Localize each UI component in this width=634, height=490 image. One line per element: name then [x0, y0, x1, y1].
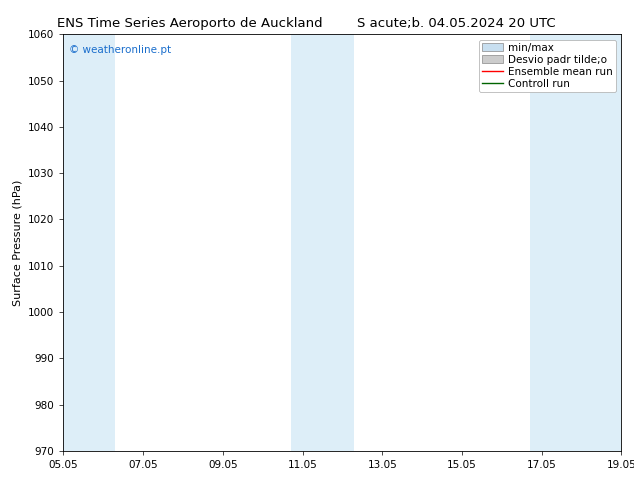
Bar [562, 34, 623, 451]
Bar [61, 34, 86, 451]
Bar [529, 34, 562, 451]
Legend: min/max, Desvio padr tilde;o, Ensemble mean run, Controll run: min/max, Desvio padr tilde;o, Ensemble m… [479, 40, 616, 92]
Y-axis label: Surface Pressure (hPa): Surface Pressure (hPa) [13, 179, 23, 306]
Bar [86, 34, 115, 451]
Bar [323, 34, 354, 451]
Bar [290, 34, 323, 451]
Text: © weatheronline.pt: © weatheronline.pt [69, 45, 171, 55]
Text: S acute;b. 04.05.2024 20 UTC: S acute;b. 04.05.2024 20 UTC [357, 17, 556, 30]
Text: ENS Time Series Aeroporto de Auckland: ENS Time Series Aeroporto de Auckland [58, 17, 323, 30]
